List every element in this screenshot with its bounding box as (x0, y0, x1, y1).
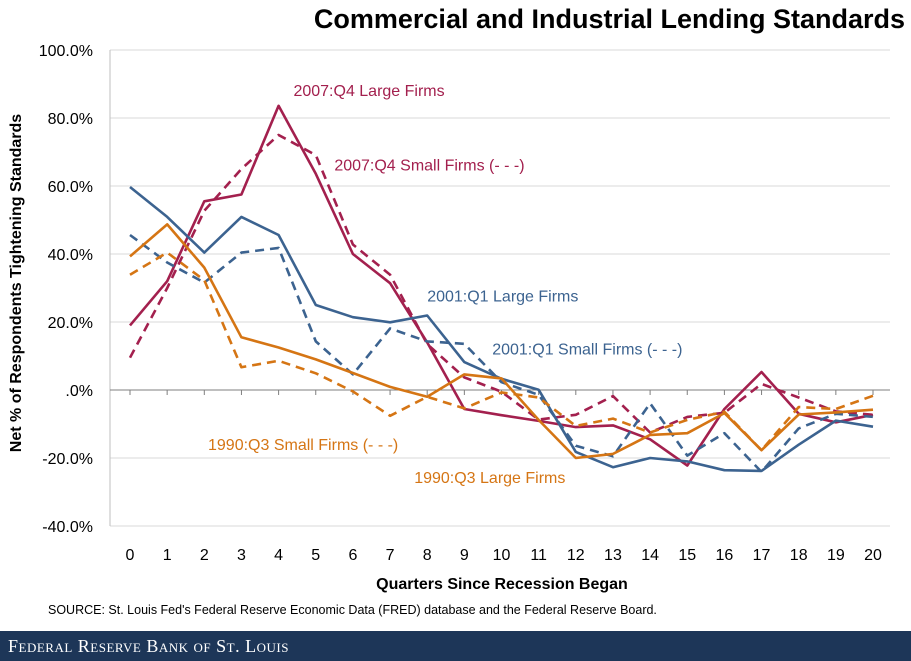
y-tick-label: -20.0% (42, 451, 93, 468)
y-tick-label: 20.0% (48, 315, 93, 332)
x-tick-label: 1 (163, 547, 172, 564)
x-tick-label: 12 (567, 547, 585, 564)
y-tick-label: .0% (65, 383, 93, 400)
series-annotation: 2007:Q4 Small Firms (- - -) (334, 158, 524, 175)
x-tick-label: 13 (604, 547, 622, 564)
y-tick-label: 40.0% (48, 247, 93, 264)
y-tick-label: 100.0% (39, 43, 93, 60)
series-annotation: 2001:Q1 Large Firms (427, 288, 578, 305)
x-tick-label: 16 (716, 547, 734, 564)
x-tick-label: 0 (126, 547, 135, 564)
y-tick-label: 60.0% (48, 179, 93, 196)
footer-logo-text: Federal Reserve Bank of St. Louis (8, 636, 289, 656)
x-tick-label: 19 (827, 547, 845, 564)
x-tick-label: 17 (753, 547, 771, 564)
series-annotation: 2007:Q4 Large Firms (293, 83, 444, 100)
chart-title: Commercial and Industrial Lending Standa… (313, 4, 905, 34)
series-line-1990-q3-small-firms (129, 251, 874, 452)
footer-bar: Federal Reserve Bank of St. Louis (0, 631, 911, 661)
y-tick-label: -40.0% (42, 519, 93, 536)
x-axis-title: Quarters Since Recession Began (376, 576, 628, 593)
series-line-2007-q4-large-firms (129, 104, 874, 467)
x-tick-label: 10 (493, 547, 511, 564)
x-tick-label: 6 (348, 547, 357, 564)
grid-layer (110, 49, 890, 527)
x-tick-label: 4 (274, 547, 283, 564)
series-layer (128, 104, 874, 474)
x-tick-label: 18 (790, 547, 808, 564)
series-line-2007-q4-small-firms (128, 133, 874, 434)
y-tick-label: 80.0% (48, 111, 93, 128)
x-tick-label: 11 (530, 547, 547, 564)
x-tick-label: 2 (200, 547, 209, 564)
x-tick-label: 7 (386, 547, 395, 564)
x-tick-label: 14 (641, 547, 659, 564)
x-tick-label: 3 (237, 547, 246, 564)
series-line-2001-q1-small-firms (129, 233, 874, 474)
x-tick-label: 5 (311, 547, 320, 564)
chart-area: -40.0% -20.0% .0% 20.0% 40.0% 60.0% 80.0% 100.0… (8, 43, 890, 593)
series-annotation: 1990:Q3 Large Firms (414, 470, 565, 487)
y-axis-title: Net % of Respondents Tightening Standard… (8, 114, 25, 452)
x-tick-label: 15 (678, 547, 696, 564)
annotation-layer: 2007:Q4 Large Firms 2007:Q4 Small Firms (… (208, 83, 682, 487)
source-note: SOURCE: St. Louis Fed's Federal Reserve … (48, 603, 657, 617)
series-annotation: 1990:Q3 Small Firms (- - -) (208, 437, 398, 454)
series-annotation: 2001:Q1 Small Firms (- - -) (492, 342, 682, 359)
x-tick-label: 8 (423, 547, 432, 564)
x-tick-label: 9 (460, 547, 469, 564)
axes-layer: -40.0% -20.0% .0% 20.0% 40.0% 60.0% 80.0% 100.0… (39, 43, 890, 564)
x-tick-label: 20 (864, 547, 882, 564)
series-line-2001-q1-large-firms (129, 185, 874, 473)
